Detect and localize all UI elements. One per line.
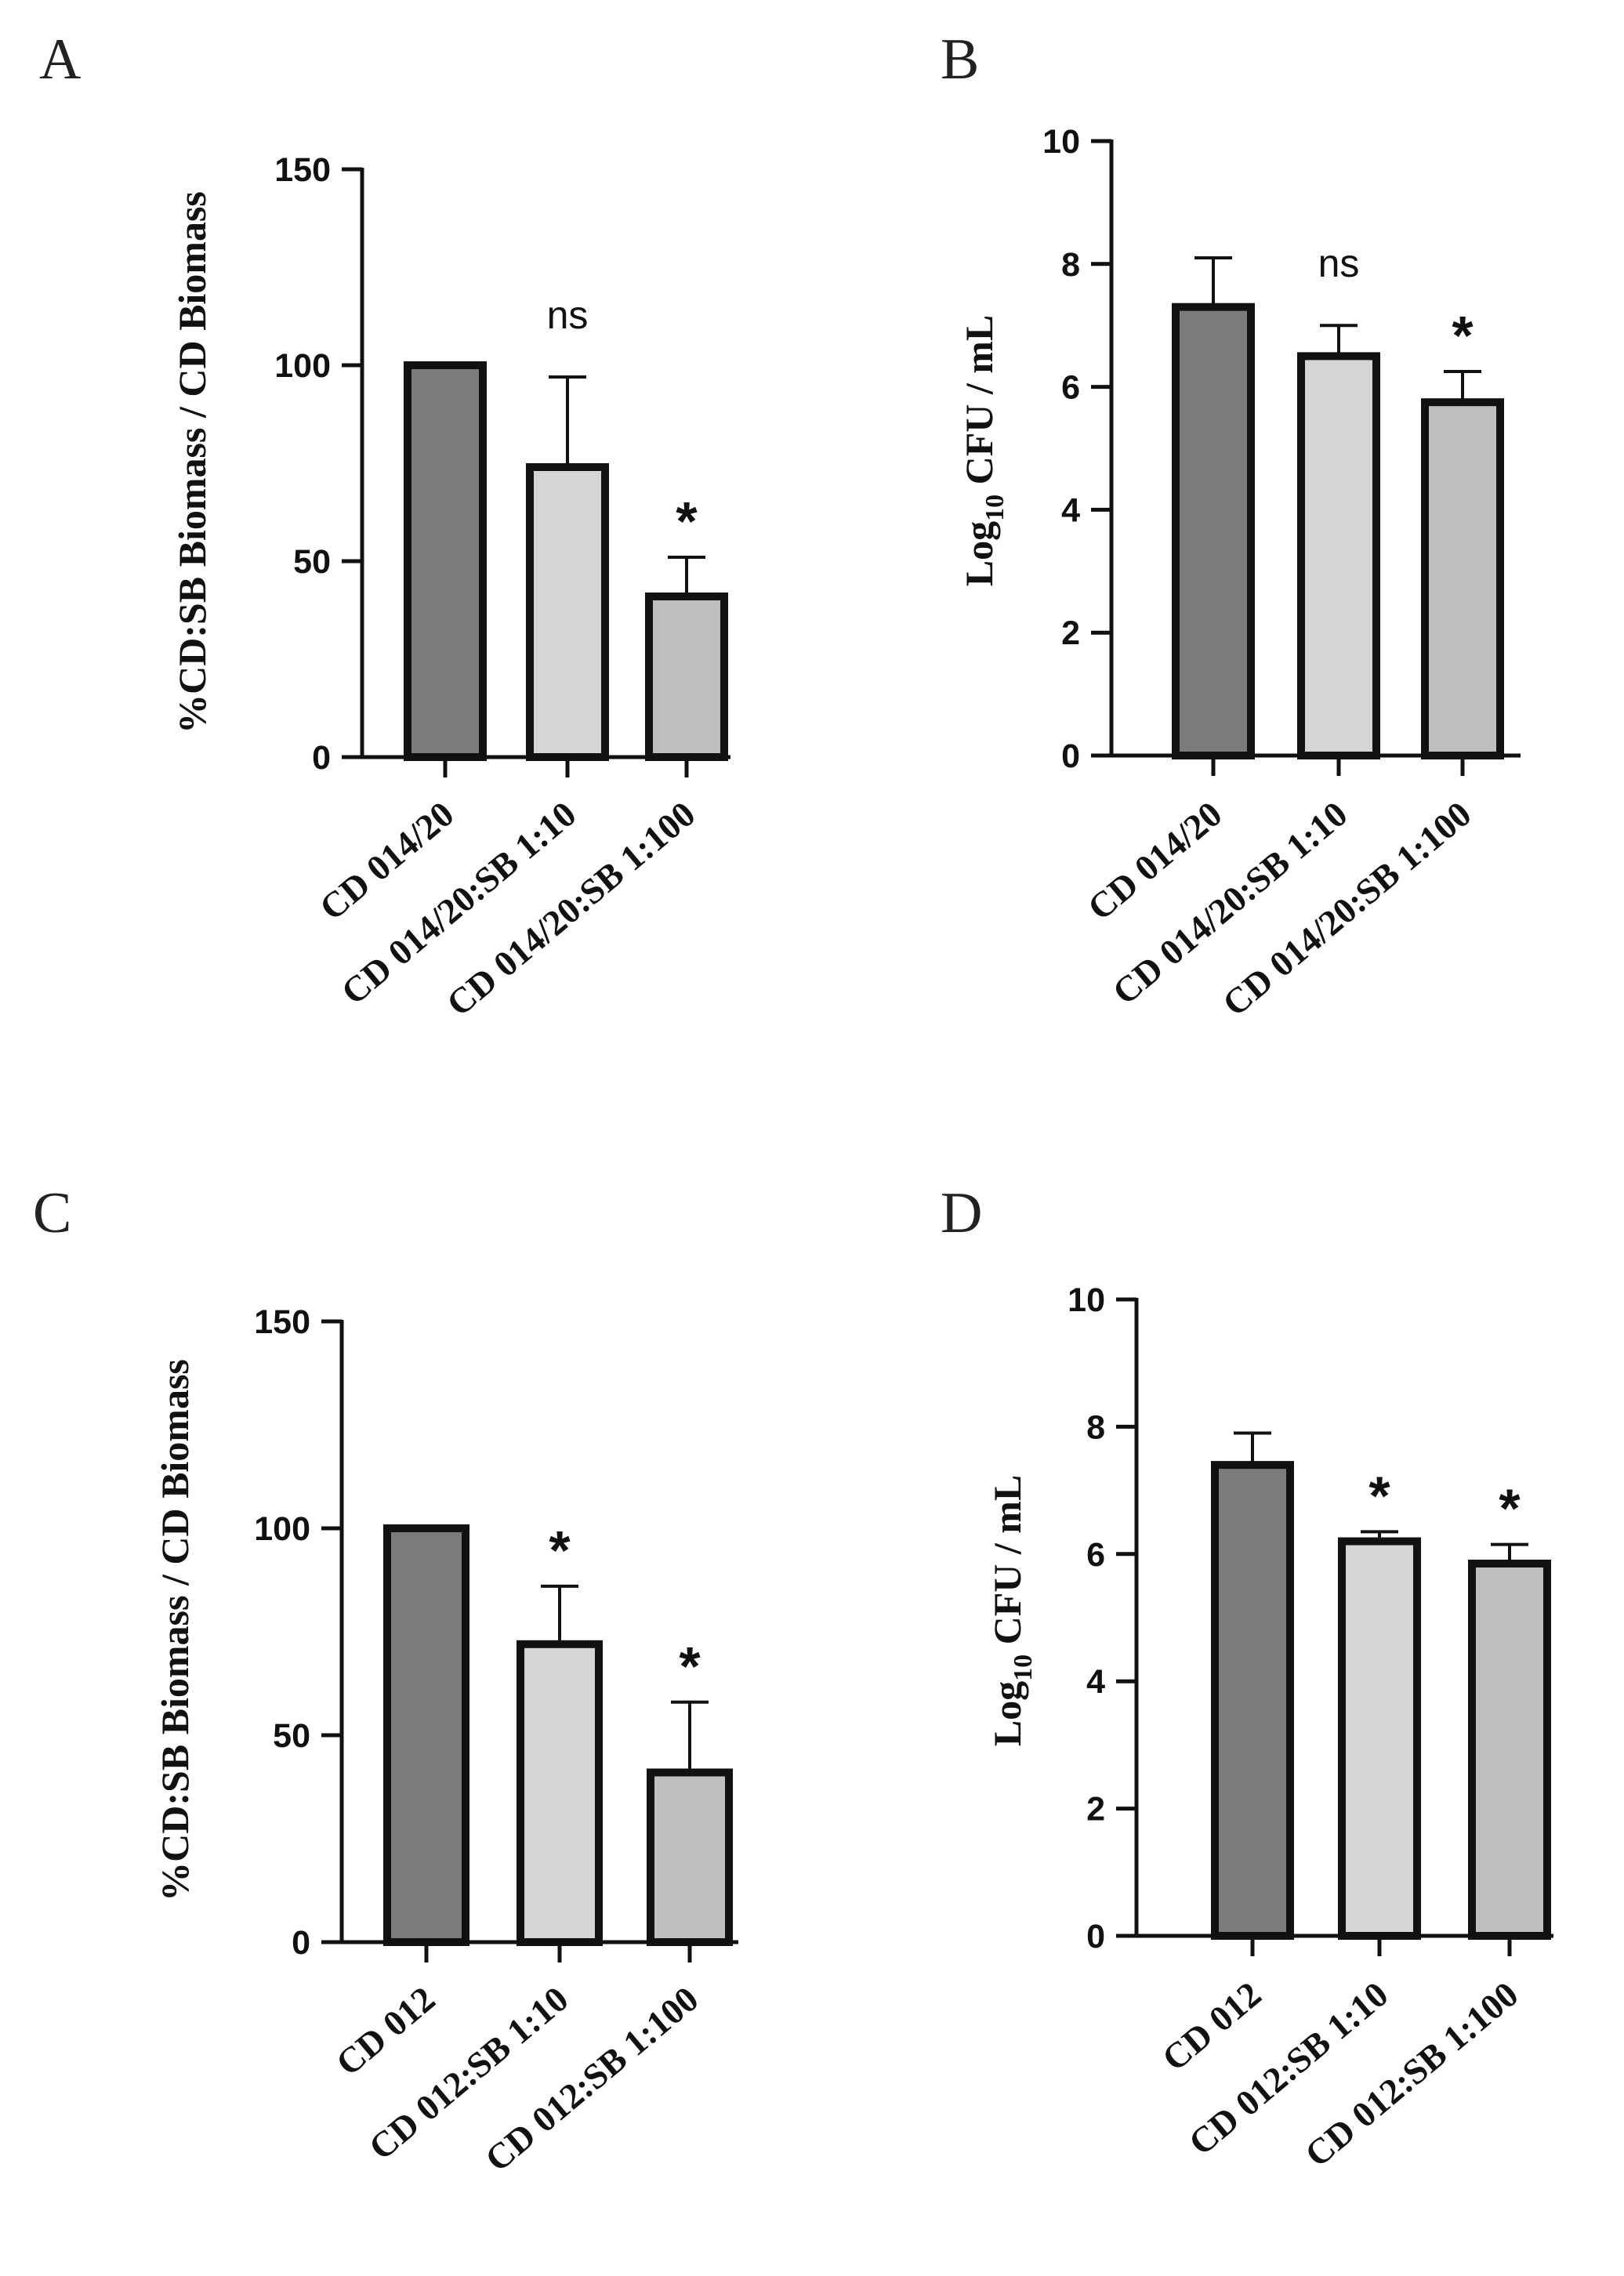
y-tick-label: 0 bbox=[1061, 738, 1080, 775]
y-tick-label: 6 bbox=[1061, 369, 1080, 407]
y-tick-label: 50 bbox=[273, 1717, 310, 1755]
y-axis-title-unit: CFU / mL bbox=[957, 315, 1001, 495]
y-tick-label: 4 bbox=[1061, 491, 1080, 529]
y-axis-title-unit: CFU / mL bbox=[985, 1475, 1029, 1654]
significance-label: * bbox=[1499, 1478, 1521, 1539]
significance-label: * bbox=[679, 1636, 701, 1697]
x-tick-label: CD 012 bbox=[1155, 1974, 1268, 2079]
panel-letter-a: A bbox=[39, 27, 81, 92]
bar bbox=[645, 593, 728, 761]
y-tick-label: 8 bbox=[1061, 246, 1080, 284]
bar bbox=[1468, 1559, 1551, 1940]
bar bbox=[1172, 303, 1255, 759]
panel-letter-b: B bbox=[941, 27, 979, 92]
significance-label: * bbox=[1452, 305, 1474, 366]
y-tick-label: 100 bbox=[274, 347, 331, 385]
y-tick-label: 0 bbox=[1086, 1918, 1105, 1955]
significance-label: * bbox=[1368, 1465, 1390, 1526]
y-tick-label: 4 bbox=[1086, 1663, 1105, 1701]
y-axis-title-subscript: 10 bbox=[1009, 1654, 1038, 1681]
x-tick-label: CD 014/20:SB 1:10 bbox=[1105, 794, 1355, 1013]
y-tick-label: 0 bbox=[292, 1924, 310, 1962]
y-axis-title: Log10 CFU / mL bbox=[985, 1475, 1038, 1747]
y-tick-label: 50 bbox=[293, 543, 331, 581]
panel-letter-d: D bbox=[941, 1181, 982, 1245]
x-tick-label: CD 012:SB 1:100 bbox=[477, 1979, 705, 2180]
y-tick-label: 100 bbox=[254, 1510, 310, 1548]
bar bbox=[1297, 352, 1380, 759]
bar bbox=[1338, 1537, 1421, 1941]
y-axis-title: Log10 CFU / mL bbox=[957, 315, 1010, 587]
bar bbox=[517, 1640, 603, 1947]
y-axis-title: %CD:SB Biomass / CD Biomass bbox=[153, 1359, 197, 1901]
y-axis-title: %CD:SB Biomass / CD Biomass bbox=[170, 191, 214, 734]
y-tick-label: 10 bbox=[1042, 123, 1080, 161]
y-axis-title-main: Log bbox=[985, 1681, 1029, 1746]
y-tick-label: 10 bbox=[1068, 1281, 1105, 1319]
panel-letter-c: C bbox=[33, 1181, 71, 1245]
significance-label: ns bbox=[1318, 241, 1360, 285]
y-tick-label: 150 bbox=[274, 151, 331, 189]
bar bbox=[1421, 398, 1504, 759]
bar bbox=[404, 361, 487, 761]
x-tick-label: CD 012 bbox=[328, 1979, 442, 2084]
y-tick-label: 8 bbox=[1086, 1408, 1105, 1446]
y-tick-label: 2 bbox=[1061, 614, 1080, 652]
x-tick-label: CD 012:SB 1:100 bbox=[1297, 1974, 1525, 2175]
y-axis-title-subscript: 10 bbox=[981, 495, 1010, 521]
significance-label: * bbox=[676, 491, 698, 552]
bar bbox=[526, 463, 609, 761]
y-axis-title-main: Log bbox=[957, 521, 1001, 586]
bar bbox=[1211, 1461, 1294, 1940]
y-tick-label: 6 bbox=[1086, 1536, 1105, 1574]
bar bbox=[647, 1768, 733, 1947]
significance-label: ns bbox=[547, 293, 589, 337]
bar bbox=[383, 1524, 469, 1946]
y-tick-label: 2 bbox=[1086, 1791, 1105, 1828]
y-tick-label: 0 bbox=[312, 739, 331, 777]
y-tick-label: 150 bbox=[254, 1303, 310, 1341]
significance-label: * bbox=[549, 1520, 571, 1581]
